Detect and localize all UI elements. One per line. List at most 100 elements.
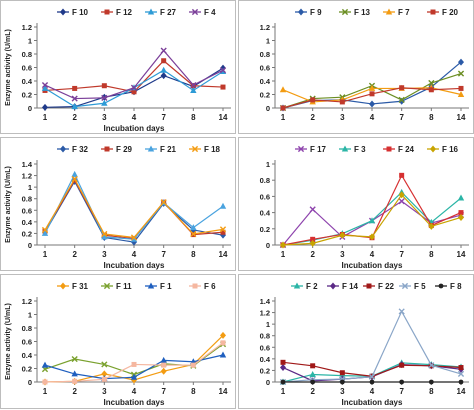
y-axis-label: Enzyme activity (U/mL): [5, 166, 12, 243]
data-point: [71, 170, 78, 177]
data-point: [41, 361, 49, 368]
data-point: [101, 233, 108, 240]
data-point: [428, 79, 435, 87]
legend-marker: [192, 283, 198, 289]
x-axis-label: Incubation days: [104, 124, 165, 133]
y-tick-label: 0.2: [22, 229, 32, 238]
x-tick-label: 3: [102, 250, 107, 259]
data-point: [280, 359, 286, 365]
y-tick-label: 0.8: [260, 332, 270, 341]
data-point: [458, 210, 464, 216]
x-axis-label: Incubation days: [342, 398, 403, 407]
legend-marker: [401, 282, 409, 290]
data-point: [219, 67, 227, 74]
x-tick-label: 8: [429, 387, 434, 396]
legend-label: F 20: [442, 8, 459, 17]
data-point: [339, 231, 346, 239]
y-tick-label: 0: [28, 378, 32, 387]
data-point: [101, 230, 108, 238]
x-tick-label: 4: [132, 113, 137, 122]
data-point: [71, 370, 78, 377]
x-tick-label: 14: [457, 387, 466, 396]
y-tick-label: 0.4: [260, 209, 271, 218]
data-point: [220, 231, 226, 239]
legend-label: F 21: [160, 145, 177, 154]
legend: F 31 F 11 F 1 F 6: [57, 282, 216, 291]
legend-marker: [147, 8, 155, 15]
y-tick-label: 1.2: [22, 172, 32, 181]
legend-marker: [385, 8, 393, 15]
legend-label: F 27: [160, 8, 177, 17]
data-point: [457, 370, 465, 377]
y-tick-label: 0.4: [22, 77, 33, 86]
data-point: [280, 241, 286, 249]
data-point: [161, 58, 167, 64]
x-tick-label: 1: [43, 250, 48, 259]
x-tick-label: 14: [219, 387, 228, 396]
legend-label: F 11: [116, 282, 132, 291]
legend: F 9 F 13 F 7 F 20: [295, 8, 459, 17]
data-point: [368, 217, 376, 224]
x-tick-label: 14: [457, 113, 466, 122]
y-tick-label: 0.6: [260, 64, 270, 73]
legend-marker: [386, 146, 392, 152]
y-tick-label: 1: [28, 311, 32, 320]
data-point: [339, 379, 345, 385]
data-point: [71, 95, 78, 102]
data-point: [398, 198, 405, 205]
legend-marker: [293, 282, 301, 289]
data-point: [310, 379, 316, 385]
legend-label: F 22: [378, 282, 395, 291]
data-point: [458, 379, 464, 385]
data-point: [131, 361, 137, 367]
data-point: [101, 376, 107, 382]
legend: F 2 F 14 F 22 F 5 F 8: [291, 282, 462, 291]
data-point: [131, 89, 137, 95]
data-point: [399, 379, 405, 385]
data-point: [72, 85, 78, 91]
data-point: [42, 379, 48, 385]
data-point: [369, 233, 375, 241]
x-tick-label: 8: [191, 250, 196, 259]
y-tick-label: 1.2: [260, 23, 270, 32]
y-tick-label: 0.2: [260, 366, 270, 375]
legend-label: F 9: [310, 8, 322, 17]
data-point: [190, 230, 197, 238]
y-tick-label: 0: [28, 241, 32, 250]
legend-label: F 4: [204, 8, 216, 17]
data-point: [280, 105, 286, 111]
x-axis-label: Incubation days: [104, 398, 165, 407]
data-point: [368, 84, 376, 91]
x-tick-label: 1: [281, 250, 286, 259]
data-point: [160, 66, 167, 73]
data-point: [398, 191, 405, 199]
series-f16: [280, 191, 464, 249]
y-tick-label: 0.2: [22, 365, 32, 374]
data-point: [220, 340, 226, 346]
data-point: [101, 361, 108, 368]
data-point: [190, 224, 197, 231]
legend-marker: [60, 145, 66, 153]
legend-marker: [104, 9, 110, 15]
data-point: [160, 356, 167, 363]
y-tick-label: 0: [266, 241, 270, 250]
y-tick-label: 0: [28, 104, 32, 113]
x-tick-label: 8: [429, 113, 434, 122]
x-tick-label: 2: [72, 387, 77, 396]
series-f21: [41, 170, 227, 242]
data-point: [41, 229, 49, 236]
x-tick-label: 1: [281, 113, 286, 122]
x-tick-label: 4: [370, 387, 375, 396]
legend-label: F 1: [160, 282, 172, 291]
data-point: [458, 213, 464, 221]
legend-label: F 14: [342, 282, 359, 291]
x-tick-label: 7: [399, 113, 404, 122]
data-point: [368, 373, 376, 380]
legend-marker: [60, 282, 66, 290]
y-tick-label: 1.2: [22, 297, 32, 306]
x-tick-label: 4: [370, 113, 375, 122]
legend-marker: [341, 8, 349, 16]
data-point: [42, 103, 48, 111]
legend: F 10 F 12 F 27 F 4: [57, 8, 216, 17]
y-tick-label: 1.2: [260, 309, 270, 318]
